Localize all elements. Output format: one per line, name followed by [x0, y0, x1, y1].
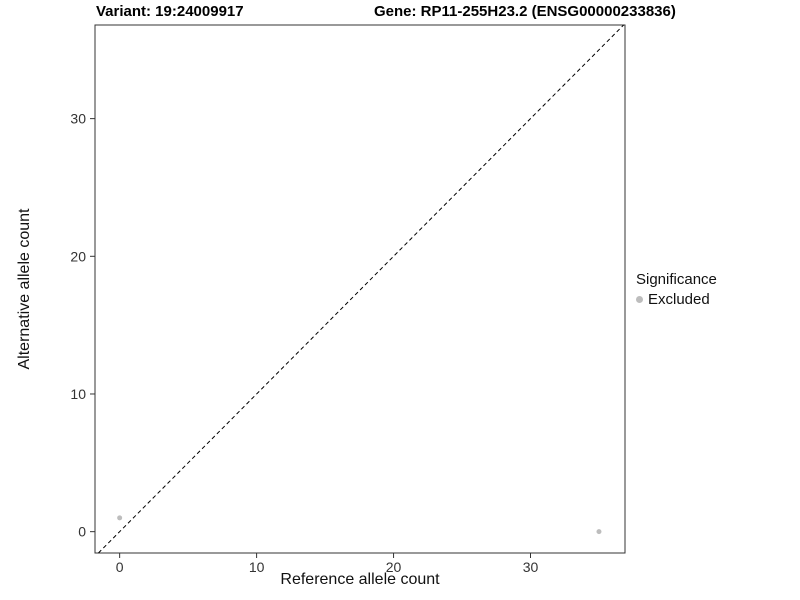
x-tick-label: 0 — [116, 559, 124, 575]
gene-title: Gene: RP11-255H23.2 (ENSG00000233836) — [374, 3, 676, 20]
x-tick-label: 20 — [386, 559, 402, 575]
legend-title: Significance — [636, 271, 717, 288]
panel-border — [94, 24, 626, 554]
legend-entry: Excluded — [636, 291, 717, 308]
legend-point-icon — [636, 296, 643, 303]
x-axis-label: Reference allele count — [280, 571, 440, 588]
y-tick-label: 0 — [78, 524, 86, 540]
y-axis-label: Alternative allele count — [16, 208, 33, 370]
x-tick-label: 10 — [249, 559, 265, 575]
legend-entry-label: Excluded — [648, 291, 710, 308]
y-tick-label: 30 — [70, 111, 86, 127]
variant-title: Variant: 19:24009917 — [96, 3, 244, 20]
y-tick-label: 10 — [70, 386, 86, 402]
data-point-excluded — [117, 515, 123, 521]
identity-line — [98, 24, 624, 554]
data-point-excluded — [596, 529, 602, 535]
legend: Significance Excluded — [636, 271, 717, 308]
x-tick-label: 30 — [523, 559, 539, 575]
y-tick-label: 20 — [70, 248, 86, 264]
